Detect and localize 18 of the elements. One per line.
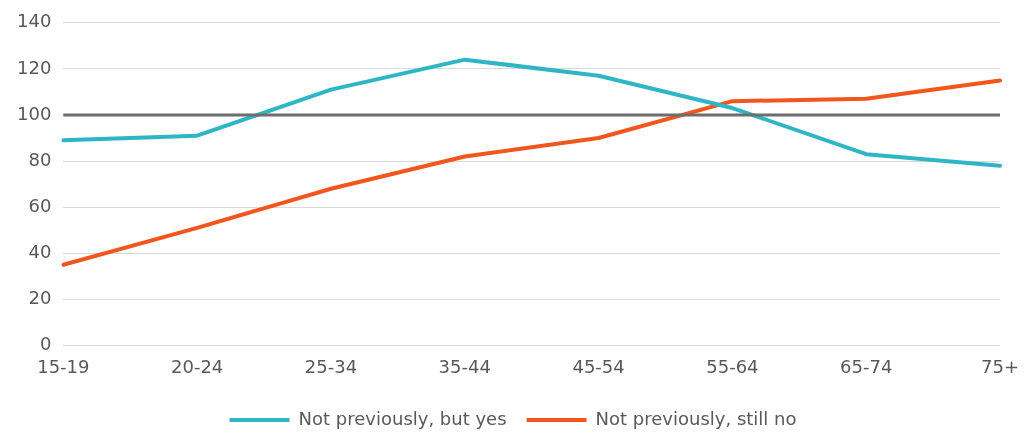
x-tick-label: 65-74 xyxy=(840,355,893,377)
x-tick-label: 25-34 xyxy=(304,355,358,377)
x-tick-label: 20-24 xyxy=(171,355,224,377)
y-tick-label: 120 xyxy=(17,56,52,78)
y-tick-label: 40 xyxy=(28,240,52,262)
y-tick-label: 80 xyxy=(28,148,52,170)
legend-label: Not previously, still no xyxy=(595,407,797,429)
legend-label: Not previously, but yes xyxy=(298,407,507,429)
x-tick-label: 45-54 xyxy=(572,355,625,377)
x-tick-label: 55-64 xyxy=(706,355,759,377)
x-tick-label: 35-44 xyxy=(438,355,491,377)
y-tick-label: 20 xyxy=(28,286,52,308)
y-tick-label: 60 xyxy=(28,194,52,216)
x-tick-label: 75+ xyxy=(981,355,1020,377)
x-tick-label: 15-19 xyxy=(37,355,90,377)
y-tick-label: 140 xyxy=(17,10,52,32)
y-tick-label: 0 xyxy=(39,333,52,355)
y-tick-label: 100 xyxy=(17,102,52,124)
